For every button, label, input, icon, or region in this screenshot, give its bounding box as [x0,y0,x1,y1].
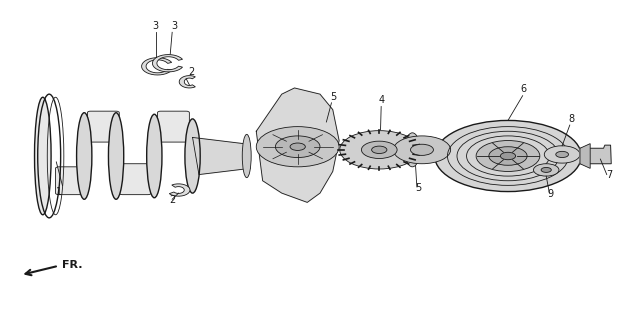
Ellipse shape [243,134,251,178]
FancyBboxPatch shape [157,111,189,142]
Text: 5: 5 [330,92,337,102]
Text: 3: 3 [172,21,178,31]
Circle shape [541,168,551,173]
Circle shape [500,152,516,160]
Circle shape [340,131,419,169]
Ellipse shape [185,119,200,193]
Polygon shape [179,76,195,88]
Circle shape [372,146,387,154]
Circle shape [394,136,451,164]
Ellipse shape [404,133,420,167]
Polygon shape [141,58,172,75]
Circle shape [256,127,339,167]
Text: 1: 1 [56,187,62,197]
Circle shape [290,143,305,150]
Circle shape [362,141,397,158]
Text: 3: 3 [152,21,159,31]
FancyBboxPatch shape [88,111,119,142]
Text: 2: 2 [169,195,175,205]
Polygon shape [256,88,339,202]
FancyBboxPatch shape [56,167,88,195]
Circle shape [544,146,580,163]
Text: 9: 9 [548,189,554,199]
Text: FR.: FR. [62,260,83,270]
Ellipse shape [108,113,124,199]
Ellipse shape [35,97,51,215]
Circle shape [275,136,320,158]
Circle shape [476,140,540,172]
Circle shape [435,120,581,192]
Ellipse shape [77,113,92,199]
Circle shape [489,147,527,165]
Text: 8: 8 [568,114,574,124]
Polygon shape [193,138,250,174]
Polygon shape [169,184,190,196]
Text: 4: 4 [378,95,384,105]
Text: 2: 2 [188,67,195,77]
FancyBboxPatch shape [119,164,151,195]
Text: 5: 5 [415,183,421,193]
Text: 6: 6 [521,84,527,94]
Circle shape [534,164,559,176]
Circle shape [410,144,433,155]
Polygon shape [580,145,611,164]
Polygon shape [580,144,590,168]
Circle shape [556,151,568,158]
Polygon shape [152,55,182,72]
Ellipse shape [147,114,162,198]
Text: 7: 7 [606,170,612,180]
